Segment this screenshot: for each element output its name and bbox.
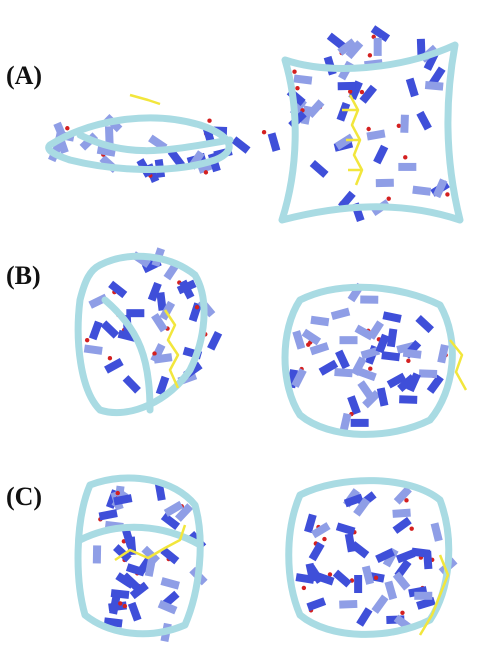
- base: [128, 602, 142, 622]
- atom: [85, 338, 89, 342]
- base: [108, 281, 127, 298]
- atom: [397, 124, 401, 128]
- panel-label: (B): [6, 261, 41, 290]
- base: [412, 186, 431, 196]
- atom: [368, 53, 372, 57]
- base: [231, 136, 250, 153]
- atom: [387, 196, 391, 200]
- atom: [400, 611, 404, 615]
- base: [331, 308, 350, 320]
- base: [398, 163, 416, 171]
- base: [376, 179, 394, 187]
- base: [268, 132, 281, 152]
- base: [374, 38, 382, 56]
- atom: [116, 491, 120, 495]
- ligand: [130, 95, 160, 104]
- atom: [403, 155, 407, 159]
- atom: [366, 127, 370, 131]
- base: [84, 345, 103, 355]
- base: [373, 145, 388, 165]
- base: [123, 375, 141, 394]
- base: [381, 351, 400, 361]
- base: [400, 115, 409, 133]
- atom: [302, 586, 306, 590]
- atom: [409, 526, 413, 530]
- base: [340, 336, 358, 344]
- base: [399, 395, 417, 404]
- base: [406, 78, 419, 98]
- base: [89, 321, 103, 341]
- base: [437, 344, 449, 363]
- base: [419, 369, 437, 378]
- base: [347, 395, 361, 415]
- base: [382, 311, 401, 323]
- base: [101, 320, 120, 338]
- panel-label: (A): [6, 61, 42, 90]
- atom: [322, 537, 326, 541]
- base: [104, 358, 124, 374]
- base: [99, 509, 118, 520]
- base: [384, 581, 397, 601]
- base: [377, 387, 389, 406]
- panel-label: (C): [6, 482, 42, 511]
- atom: [204, 170, 208, 174]
- atom: [295, 86, 299, 90]
- base: [160, 577, 179, 589]
- base: [310, 160, 329, 178]
- base: [293, 74, 312, 84]
- atom: [368, 367, 372, 371]
- atom: [152, 351, 156, 355]
- base: [431, 522, 443, 541]
- base: [334, 368, 353, 377]
- base: [416, 111, 432, 131]
- atom: [360, 90, 364, 94]
- base: [309, 542, 325, 562]
- base: [345, 533, 356, 552]
- atom: [445, 192, 449, 196]
- base: [393, 517, 412, 534]
- base: [333, 570, 352, 588]
- figure: (A) (B) (C): [0, 0, 483, 657]
- base: [310, 316, 329, 326]
- base: [414, 592, 432, 600]
- base: [423, 551, 432, 570]
- page: (A) (B) (C) (() => { const data = JSON.p…: [0, 0, 483, 657]
- base: [337, 102, 351, 122]
- atom: [292, 69, 296, 73]
- atom: [374, 576, 378, 580]
- base: [338, 82, 356, 90]
- base: [310, 342, 330, 355]
- base: [356, 607, 372, 627]
- structures: [48, 25, 466, 642]
- base: [403, 349, 422, 359]
- atom: [195, 305, 199, 309]
- base: [306, 597, 326, 611]
- base: [392, 509, 411, 518]
- base: [207, 331, 222, 351]
- atom: [118, 601, 122, 605]
- atom: [262, 130, 266, 134]
- base: [351, 419, 369, 427]
- atom: [406, 359, 410, 363]
- base: [354, 575, 362, 593]
- atom: [306, 342, 310, 346]
- base: [415, 315, 434, 333]
- atom: [65, 126, 69, 130]
- atom: [108, 356, 112, 360]
- base: [371, 595, 388, 614]
- base: [425, 81, 444, 91]
- atom: [123, 604, 127, 608]
- base: [357, 380, 374, 399]
- base: [339, 600, 357, 609]
- base: [360, 295, 378, 303]
- ligand: [165, 310, 178, 388]
- base: [93, 545, 101, 563]
- atom: [207, 118, 211, 122]
